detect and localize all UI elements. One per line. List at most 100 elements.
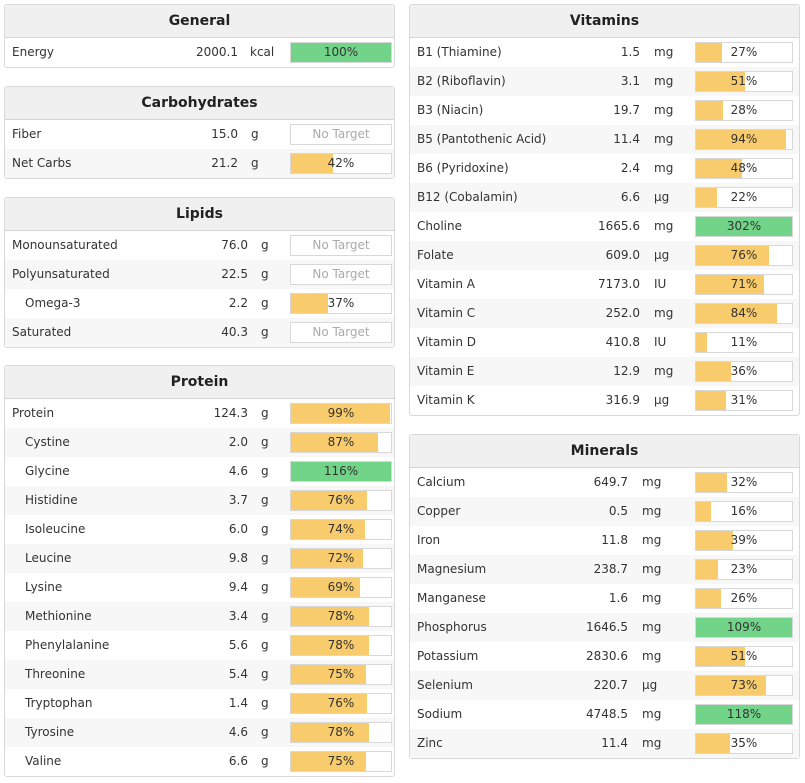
nutrient-name: Zinc bbox=[417, 736, 443, 750]
nutrient-amount: 1665.6 bbox=[598, 219, 640, 233]
nutrient-row: B5 (Pantothenic Acid) 11.4 mg 94% bbox=[410, 125, 799, 154]
nutrient-row: Protein 124.3 g 99% bbox=[5, 399, 394, 428]
nutrient-amount: 3.7 bbox=[228, 493, 248, 507]
progress-fill bbox=[696, 188, 718, 207]
target-progress-bar: 71% bbox=[695, 274, 793, 295]
nutrient-unit: mg bbox=[654, 45, 674, 59]
target-percent: 76% bbox=[327, 696, 355, 710]
target-progress-bar: 32% bbox=[695, 472, 793, 493]
nutrient-row: Phenylalanine 5.6 g 78% bbox=[5, 631, 394, 660]
target-percent: 48% bbox=[730, 161, 758, 175]
target-percent: 118% bbox=[726, 707, 762, 721]
nutrient-name: Selenium bbox=[417, 678, 473, 692]
target-percent: No Target bbox=[312, 238, 370, 252]
nutrient-unit: g bbox=[261, 638, 269, 652]
nutrient-amount: 2.4 bbox=[620, 161, 640, 175]
nutrient-name: Saturated bbox=[12, 325, 72, 339]
target-progress-bar: 23% bbox=[695, 559, 793, 580]
target-progress-bar: No Target bbox=[290, 322, 392, 343]
progress-fill bbox=[291, 607, 369, 626]
target-progress-bar: 75% bbox=[290, 664, 392, 685]
nutrient-row: Selenium 220.7 µg 73% bbox=[410, 671, 799, 700]
target-progress-bar: 109% bbox=[695, 617, 793, 638]
nutrient-amount: 4.6 bbox=[228, 464, 248, 478]
nutrient-name: B6 (Pyridoxine) bbox=[417, 161, 509, 175]
panel-title: Lipids bbox=[5, 198, 394, 231]
nutrient-row: Saturated 40.3 g No Target bbox=[5, 318, 394, 347]
nutrient-unit: mg bbox=[642, 591, 662, 605]
nutrient-name: Vitamin K bbox=[417, 393, 475, 407]
nutrient-row: Isoleucine 6.0 g 74% bbox=[5, 515, 394, 544]
nutrient-name: Manganese bbox=[417, 591, 486, 605]
target-percent: No Target bbox=[312, 325, 370, 339]
nutrient-name: Copper bbox=[417, 504, 461, 518]
nutrient-amount: 5.6 bbox=[228, 638, 248, 652]
nutrient-amount: 0.5 bbox=[608, 504, 628, 518]
target-percent: 37% bbox=[327, 296, 355, 310]
nutrient-unit: g bbox=[261, 296, 269, 310]
target-progress-bar: 36% bbox=[695, 361, 793, 382]
target-percent: 87% bbox=[327, 435, 355, 449]
target-progress-bar: 42% bbox=[290, 153, 392, 174]
nutrient-row: B12 (Cobalamin) 6.6 µg 22% bbox=[410, 183, 799, 212]
target-percent: 28% bbox=[730, 103, 758, 117]
nutrient-row: Lysine 9.4 g 69% bbox=[5, 573, 394, 602]
nutrient-name: Isoleucine bbox=[25, 522, 86, 536]
nutrient-amount: 4.6 bbox=[228, 725, 248, 739]
progress-fill bbox=[696, 560, 719, 579]
nutrient-name: Phosphorus bbox=[417, 620, 487, 634]
progress-fill bbox=[291, 154, 333, 173]
nutrient-name: Vitamin C bbox=[417, 306, 476, 320]
nutrient-amount: 6.6 bbox=[620, 190, 640, 204]
nutrient-unit: g bbox=[261, 754, 269, 768]
nutrient-amount: 649.7 bbox=[593, 475, 628, 489]
target-percent: 84% bbox=[730, 306, 758, 320]
nutrient-name: Cystine bbox=[25, 435, 70, 449]
nutrient-row: Methionine 3.4 g 78% bbox=[5, 602, 394, 631]
nutrient-amount: 220.7 bbox=[593, 678, 628, 692]
target-progress-bar: 87% bbox=[290, 432, 392, 453]
nutrient-amount: 1.4 bbox=[228, 696, 248, 710]
progress-fill bbox=[696, 734, 730, 753]
nutrient-unit: mg bbox=[642, 707, 662, 721]
progress-fill bbox=[291, 694, 367, 713]
panel-carbohydrates: Carbohydrates Fiber 15.0 g No Target Net Carb… bbox=[4, 86, 395, 179]
panel-lipids: Lipids Monounsaturated 76.0 g No Target Polyu… bbox=[4, 197, 395, 348]
target-percent: 22% bbox=[730, 190, 758, 204]
nutrient-name: Net Carbs bbox=[12, 156, 72, 170]
target-percent: 26% bbox=[730, 591, 758, 605]
nutrient-row: Leucine 9.8 g 72% bbox=[5, 544, 394, 573]
target-percent: 27% bbox=[730, 45, 758, 59]
nutrient-unit: g bbox=[261, 667, 269, 681]
target-progress-bar: 37% bbox=[290, 293, 392, 314]
target-progress-bar: No Target bbox=[290, 264, 392, 285]
target-progress-bar: 74% bbox=[290, 519, 392, 540]
nutrient-amount: 2830.6 bbox=[586, 649, 628, 663]
nutrient-amount: 11.4 bbox=[601, 736, 628, 750]
progress-fill bbox=[696, 502, 712, 521]
target-progress-bar: 51% bbox=[695, 71, 793, 92]
target-progress-bar: 76% bbox=[290, 490, 392, 511]
progress-fill bbox=[696, 72, 745, 91]
nutrient-unit: g bbox=[261, 435, 269, 449]
target-percent: 39% bbox=[730, 533, 758, 547]
nutrient-name: Energy bbox=[12, 45, 55, 59]
target-progress-bar: 76% bbox=[695, 245, 793, 266]
nutrient-name: Fiber bbox=[12, 127, 42, 141]
target-percent: 71% bbox=[730, 277, 758, 291]
nutrient-row: Manganese 1.6 mg 26% bbox=[410, 584, 799, 613]
progress-fill bbox=[291, 404, 390, 423]
panel-title: Minerals bbox=[410, 435, 799, 468]
nutrient-row: Vitamin A 7173.0 IU 71% bbox=[410, 270, 799, 299]
progress-fill bbox=[291, 462, 391, 481]
nutrient-amount: 3.4 bbox=[228, 609, 248, 623]
progress-fill bbox=[291, 549, 363, 568]
target-percent: 78% bbox=[327, 638, 355, 652]
nutrient-name: Vitamin E bbox=[417, 364, 475, 378]
nutrient-unit: g bbox=[261, 325, 269, 339]
nutrient-unit: mg bbox=[642, 533, 662, 547]
nutrient-unit: g bbox=[261, 580, 269, 594]
nutrient-amount: 252.0 bbox=[605, 306, 640, 320]
nutrient-amount: 410.8 bbox=[605, 335, 640, 349]
nutrient-name: Vitamin D bbox=[417, 335, 477, 349]
